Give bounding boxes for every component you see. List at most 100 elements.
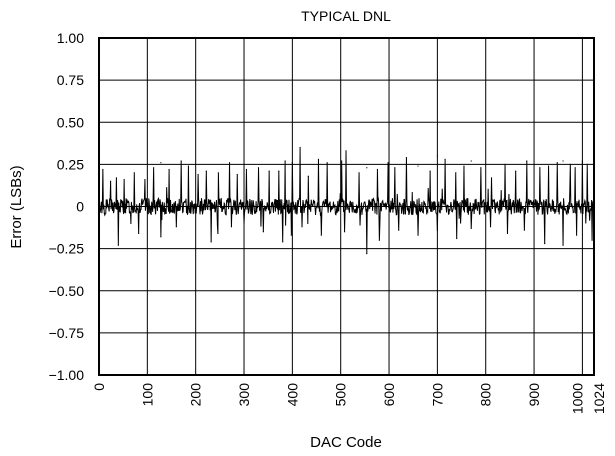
dnl-peak-point xyxy=(268,170,270,172)
dnl-peak-point xyxy=(581,160,583,162)
dnl-trough-point xyxy=(359,224,361,226)
dnl-peak-point xyxy=(278,170,280,172)
dnl-peak-point xyxy=(153,167,155,169)
x-tick-label: 800 xyxy=(478,383,494,407)
dnl-trough-point xyxy=(489,226,492,228)
dnl-peak-point xyxy=(123,178,125,181)
x-tick-label: 1000 xyxy=(569,383,585,414)
dnl-peak-point xyxy=(526,160,528,162)
dnl-peak-point xyxy=(429,170,431,172)
y-tick-label: 0.75 xyxy=(57,72,84,88)
dnl-trough-point xyxy=(506,232,509,235)
dnl-peak-point xyxy=(133,172,135,174)
dnl-peak-point xyxy=(102,168,104,171)
dnl-peak-point xyxy=(405,157,408,159)
dnl-peak-point xyxy=(326,162,328,164)
x-tick-label: 300 xyxy=(236,383,252,407)
x-axis-title: DAC Code xyxy=(310,434,382,451)
dnl-trough-point xyxy=(210,241,212,243)
dnl-peak-point xyxy=(110,180,112,182)
dnl-trough-point xyxy=(470,227,472,230)
dnl-trough-point xyxy=(436,229,438,231)
dnl-trough-point xyxy=(160,236,162,238)
x-tick-label: 900 xyxy=(526,383,542,407)
y-tick-label: 0.25 xyxy=(57,156,84,172)
plot-frame xyxy=(98,37,595,376)
dnl-trough-point xyxy=(343,231,346,233)
dnl-peak-point xyxy=(180,160,182,162)
dnl-trough-point xyxy=(217,232,219,235)
dnl-peak-point xyxy=(547,165,550,167)
dnl-peak-point xyxy=(217,172,219,174)
dnl-peak-point xyxy=(463,165,465,167)
dnl-peak-point xyxy=(205,170,207,172)
dnl-trough-point xyxy=(523,229,525,231)
dnl-trough-point xyxy=(230,226,233,228)
x-tick-label: 700 xyxy=(429,383,445,407)
dnl-trough-point xyxy=(262,231,264,233)
x-tick-label: 0 xyxy=(91,383,107,391)
dnl-peak-point xyxy=(586,163,588,165)
dnl-trough-point xyxy=(591,239,593,241)
dnl-peak-point xyxy=(480,167,482,169)
dnl-peak-point xyxy=(515,170,517,172)
dnl-trough-point xyxy=(320,234,322,236)
dnl-peak-point xyxy=(455,172,457,174)
dnl-peak-point xyxy=(376,168,379,171)
dnl-peak-point xyxy=(317,158,320,160)
dnl-peak-point xyxy=(168,168,170,171)
dnl-trough-point xyxy=(117,244,119,246)
dnl-peak-point xyxy=(417,165,419,167)
dnl-peak-point xyxy=(144,178,146,181)
dnl-peak-point xyxy=(160,162,162,164)
dnl-peak-point xyxy=(387,162,389,164)
dnl-peak-point xyxy=(470,160,472,162)
x-tick-label: 500 xyxy=(333,383,349,407)
dnl-peak-point xyxy=(569,163,571,165)
y-tick-labels: 1.00 0.75 0.50 0.25 0 −0.25 −0.50 −0.75 −1.00 xyxy=(49,30,85,383)
dnl-trough-point xyxy=(398,229,400,231)
dnl-peak-point xyxy=(291,162,293,164)
dnl-peak-point xyxy=(197,173,199,176)
y-tick-label: 0 xyxy=(76,199,84,215)
dnl-trough-point xyxy=(417,234,419,236)
dnl-peak-point xyxy=(345,150,347,152)
chart-title: TYPICAL DNL xyxy=(301,8,391,24)
x-tick-labels: 0 100 200 300 400 500 600 700 800 900 1000 1024 xyxy=(91,383,607,414)
x-tick-label: 100 xyxy=(139,383,155,407)
dnl-trough-point xyxy=(366,253,368,255)
dnl-trough-point xyxy=(290,234,292,236)
y-tick-label: 0.50 xyxy=(57,114,84,130)
dnl-trough-point xyxy=(282,241,284,243)
dnl-trough-point xyxy=(301,226,303,228)
dnl-peak-point xyxy=(504,163,506,165)
dnl-peak-point xyxy=(436,155,438,157)
x-tick-label: 400 xyxy=(284,383,300,407)
dnl-trough-point xyxy=(456,237,458,240)
dnl-peak-point xyxy=(257,167,260,169)
dnl-trace xyxy=(98,147,595,254)
dnl-peak-point xyxy=(245,168,248,171)
dnl-trough-point xyxy=(104,214,106,216)
dnl-peak-point xyxy=(307,175,309,177)
dnl-peak-point xyxy=(562,160,564,162)
y-tick-label: −1.00 xyxy=(49,367,85,383)
dnl-trough-point xyxy=(243,222,245,224)
y-axis-title: Error (LSBs) xyxy=(8,165,25,248)
dnl-peak-point xyxy=(366,167,368,169)
dnl-trough-point xyxy=(130,222,132,224)
x-tick-label: 200 xyxy=(188,383,204,407)
dnl-trough-point xyxy=(544,242,546,245)
y-tick-label: 1.00 xyxy=(57,30,84,46)
dnl-peak-point xyxy=(236,173,238,176)
dnl-series xyxy=(98,146,595,255)
y-tick-label: −0.50 xyxy=(49,283,85,299)
dnl-peak-point xyxy=(115,177,118,179)
dnl-trough-point xyxy=(575,234,578,236)
dnl-peak-point xyxy=(444,158,446,160)
dnl-trough-point xyxy=(175,226,177,228)
dnl-peak-point xyxy=(574,167,576,169)
dnl-peak-point xyxy=(299,146,301,149)
dnl-trough-point xyxy=(378,239,380,241)
